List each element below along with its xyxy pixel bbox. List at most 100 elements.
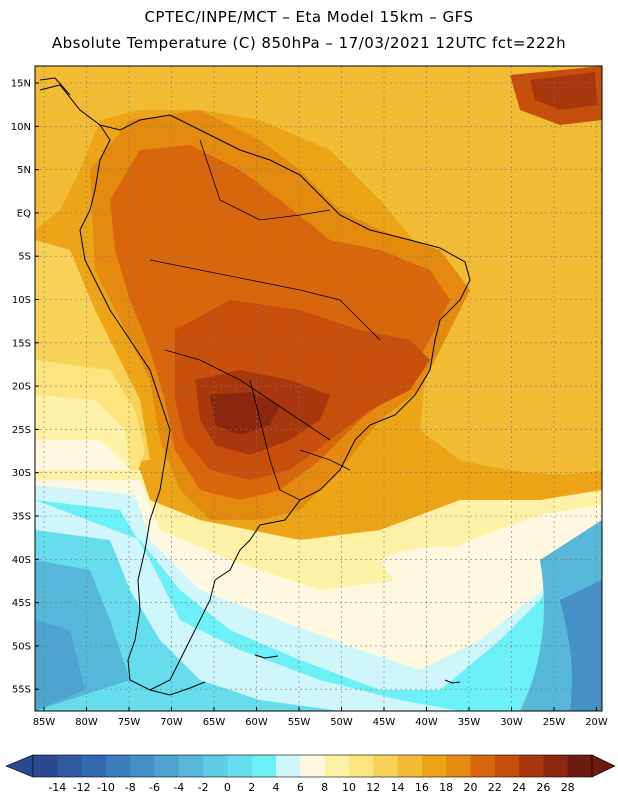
lat-label: 10N (11, 122, 31, 133)
colorbar-swatch (33, 755, 58, 777)
border-north (199, 139, 331, 221)
colorbar-label: 10 (342, 781, 356, 794)
lon-label: 25W (543, 717, 566, 728)
lon-label: 35W (458, 717, 481, 728)
title-line-2: Absolute Temperature (C) 850hPa – 17/03/… (51, 34, 567, 52)
colorbar-label: 28 (561, 781, 575, 794)
colorbar-swatch (178, 755, 204, 777)
south-georgia (444, 679, 461, 684)
lat-label: 30S (12, 468, 31, 479)
colorbar (5, 754, 616, 778)
colorbar-label: 14 (391, 781, 405, 794)
colorbar-swatch (276, 755, 301, 777)
field-south-6 (35, 485, 602, 711)
colorbar-label: 26 (536, 781, 550, 794)
colorbar-label: 4 (273, 781, 280, 794)
colorbar-label: 2 (248, 781, 255, 794)
field-southwest-cold (35, 620, 85, 711)
border-south (164, 349, 331, 441)
lat-label: 20S (12, 382, 31, 393)
colorbar-swatch (154, 755, 180, 777)
border-argentina (249, 379, 301, 501)
colorbar-swatch (203, 755, 228, 777)
lat-label: 45S (12, 598, 31, 609)
lat-label: 35S (12, 512, 31, 523)
lon-label: 85W (33, 717, 56, 728)
lat-label: 25S (12, 425, 31, 436)
colorbar-swatch (348, 755, 374, 777)
lat-label: 55S (12, 685, 31, 696)
central-america-coast (39, 77, 71, 96)
coastline (39, 84, 471, 691)
colorbar-swatch (567, 755, 593, 777)
lon-label: 65W (203, 717, 226, 728)
border-uruguay (299, 449, 351, 471)
colorbar-swatch (227, 755, 253, 777)
field-southeast-cold (560, 580, 602, 711)
colorbar-swatch (397, 755, 423, 777)
map-frame (34, 65, 603, 712)
colorbar-label: 22 (488, 781, 502, 794)
lat-label: EQ (17, 208, 31, 219)
lat-label: 5N (17, 165, 31, 176)
field-continent-28 (210, 392, 280, 435)
lon-label: 40W (415, 717, 438, 728)
colorbar-label: 12 (366, 781, 380, 794)
colorbar-swatch (494, 755, 520, 777)
longitude-ticks: 85W 80W 75W 70W 65W 60W 55W 50W 45W 40W 35W 30W 25W 2… (33, 707, 608, 728)
tierra-del-fuego (149, 681, 206, 696)
colorbar-label: 8 (321, 781, 328, 794)
lat-label: 5S (18, 252, 31, 263)
lat-label: 50S (12, 641, 31, 652)
colorbar-label: 18 (439, 781, 453, 794)
colorbar-label: -2 (198, 781, 209, 794)
colorbar-swatch (251, 755, 277, 777)
lat-label: 40S (12, 555, 31, 566)
colorbar-swatch (373, 755, 398, 777)
border-central (149, 259, 381, 341)
colorbar-arrow-right (591, 754, 616, 778)
lon-label: 75W (118, 717, 141, 728)
lon-label: 80W (75, 717, 98, 728)
colorbar-labels: -14 -12 -10 -8 -6 -4 -2 0 2 4 6 8 10 12 14 16 18 20 22 24 26… (48, 781, 574, 794)
colorbar-swatch (470, 755, 496, 777)
colorbar-label: 0 (224, 781, 231, 794)
colorbar-label: 16 (415, 781, 429, 794)
lon-label: 70W (160, 717, 183, 728)
lon-label: 20W (585, 717, 608, 728)
title-line-1: CPTEC/INPE/MCT – Eta Model 15km – GFS (144, 8, 474, 26)
colorbar-swatch (300, 755, 326, 777)
colorbar-arrow-left (5, 754, 34, 778)
colorbar-swatch (57, 755, 83, 777)
colorbar-label: -6 (149, 781, 160, 794)
field-atlantic-hotter (530, 72, 598, 110)
colorbar-label: -4 (173, 781, 184, 794)
lon-label: 45W (373, 717, 396, 728)
colorbar-swatch (324, 755, 350, 777)
colorbar-border (32, 754, 593, 778)
colorbar-label: -8 (125, 781, 136, 794)
lon-label: 60W (245, 717, 268, 728)
lat-label: 10S (12, 295, 31, 306)
colorbar-label: 20 (463, 781, 477, 794)
colorbar-label: -12 (73, 781, 91, 794)
falkland-islands (254, 654, 279, 659)
colorbar-swatch (81, 755, 107, 777)
colorbar-swatch (519, 755, 544, 777)
colorbar-label: -14 (48, 781, 66, 794)
lat-label: 15N (11, 79, 31, 90)
colorbar-swatch (543, 755, 569, 777)
colorbar-swatch (421, 755, 447, 777)
lat-label: 15S (12, 338, 31, 349)
colorbar-swatch (130, 755, 155, 777)
colorbar-label: 24 (512, 781, 526, 794)
colorbar-swatch (446, 755, 471, 777)
colorbar-label: -10 (97, 781, 115, 794)
latitude-ticks: 15N 10N 5N EQ 5S 10S 15S 20S 25S 30S 35S 40S 45S 50S 5… (11, 79, 39, 696)
lon-label: 50W (330, 717, 353, 728)
colorbar-label: 6 (297, 781, 304, 794)
lon-label: 30W (500, 717, 523, 728)
lon-label: 55W (288, 717, 311, 728)
field-pacific-8 (35, 440, 130, 475)
